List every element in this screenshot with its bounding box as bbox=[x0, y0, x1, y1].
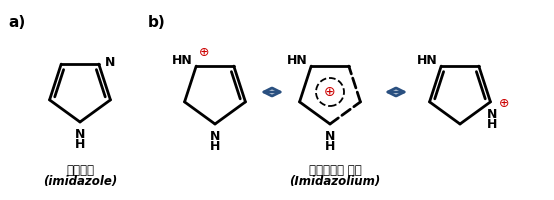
Text: HN: HN bbox=[417, 54, 437, 67]
Text: N: N bbox=[488, 108, 497, 121]
Text: (imidazole): (imidazole) bbox=[43, 176, 117, 188]
Text: N: N bbox=[105, 56, 115, 69]
Text: HN: HN bbox=[171, 54, 192, 67]
Text: H: H bbox=[75, 138, 85, 151]
Text: ⊕: ⊕ bbox=[324, 85, 336, 99]
Text: 이미다졸: 이미다졸 bbox=[66, 164, 94, 176]
Text: H: H bbox=[325, 140, 335, 153]
Text: H: H bbox=[488, 118, 497, 131]
Text: ⊕: ⊕ bbox=[499, 97, 510, 110]
Text: H: H bbox=[210, 140, 220, 153]
Text: a): a) bbox=[8, 15, 25, 30]
Text: N: N bbox=[75, 128, 85, 141]
Text: ⊕: ⊕ bbox=[199, 46, 209, 59]
Text: (Imidazolium): (Imidazolium) bbox=[289, 176, 381, 188]
Text: b): b) bbox=[148, 15, 166, 30]
Text: HN: HN bbox=[286, 54, 307, 67]
Text: N: N bbox=[325, 130, 335, 143]
Text: 이미다졸뉅 이온: 이미다졸뉅 이온 bbox=[309, 164, 361, 176]
Text: N: N bbox=[210, 130, 220, 143]
